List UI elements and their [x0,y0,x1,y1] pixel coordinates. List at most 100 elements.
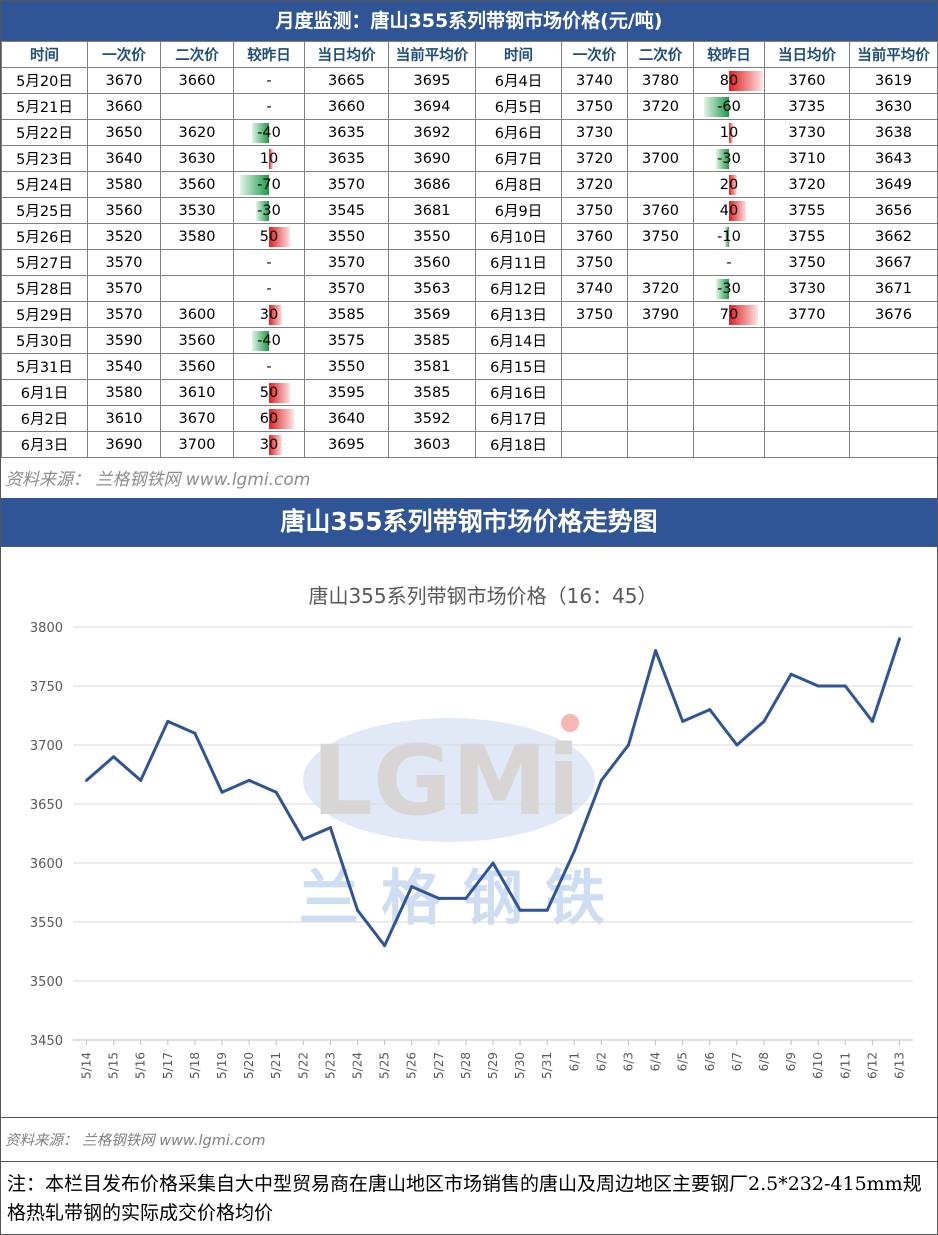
table-row: 5月20日 3670 3660 - 3665 3695 6月4日 3740 3780 80 3760… [1,67,938,94]
change-cell: -30 [233,197,305,224]
running-average-cell: 3671 [849,275,938,302]
change-value: 70 [719,306,739,323]
second-price-cell [627,327,694,354]
first-price-cell: 3560 [87,197,161,224]
second-price-cell: 3760 [627,197,694,224]
date-cell: 6月6日 [475,119,562,146]
data-point [220,790,224,794]
change-cell: 50 [233,379,305,406]
change-value: 40 [719,202,739,219]
second-price-cell [627,379,694,406]
x-tick-label: 6/3 [621,1052,635,1071]
date-cell: 6月13日 [475,301,562,328]
running-average-cell: 3603 [388,431,476,458]
change-cell: -60 [693,93,765,120]
daily-average-cell [764,431,850,458]
change-value: -60 [717,98,741,115]
running-average-cell: 3638 [849,119,938,146]
column-header: 一次价 [87,41,161,68]
daily-average-cell: 3570 [304,171,389,198]
daily-average-cell [764,405,850,432]
change-cell: - [233,67,305,94]
second-price-cell [627,249,694,276]
x-tick-label: 6/13 [892,1052,906,1079]
running-average-cell: 3667 [849,249,938,276]
change-cell: 40 [693,197,765,224]
table-row: 6月3日 3690 3700 30 3695 3603 6月18日 [1,431,938,458]
first-price-cell: 3570 [87,249,161,276]
table-row: 5月24日 3580 3560 -70 3570 3686 6月8日 3720 20 3720 36… [1,171,938,198]
date-cell: 5月24日 [1,171,88,198]
second-price-cell: 3620 [160,119,234,146]
change-cell: -30 [693,275,765,302]
date-cell: 5月23日 [1,145,88,172]
first-price-cell: 3520 [87,223,161,250]
column-header: 当前平均价 [849,41,938,68]
x-tick-label: 6/5 [676,1052,690,1071]
first-price-cell: 3720 [561,145,628,172]
data-point [274,790,278,794]
daily-average-cell: 3710 [764,145,850,172]
daily-average-cell: 3730 [764,119,850,146]
decrease-bar [716,279,729,299]
second-price-cell: 3790 [627,301,694,328]
date-cell: 6月12日 [475,275,562,302]
change-value: - [266,358,272,375]
second-price-cell: 3700 [627,145,694,172]
decrease-bar [252,123,269,143]
decrease-bar [252,331,269,351]
second-price-cell [627,353,694,380]
first-price-cell: 3580 [87,379,161,406]
running-average-cell: 3581 [388,353,476,380]
date-cell: 6月17日 [475,405,562,432]
running-average-cell: 3681 [388,197,476,224]
running-average-cell [849,327,938,354]
date-cell: 5月30日 [1,327,88,354]
change-cell: - [693,249,765,276]
second-price-cell: 3560 [160,327,234,354]
second-price-cell: 3600 [160,301,234,328]
change-cell: -40 [233,119,305,146]
daily-average-cell: 3635 [304,119,389,146]
first-price-cell: 3750 [561,249,628,276]
data-point [843,684,847,688]
first-price-cell: 3570 [87,301,161,328]
x-tick-label: 5/23 [323,1052,337,1079]
change-value: 80 [719,72,739,89]
data-point [897,637,901,641]
change-value: -40 [257,124,281,141]
running-average-cell: 3592 [388,405,476,432]
svg-text:LGMi: LGMi [312,725,580,837]
daily-average-cell: 3755 [764,197,850,224]
source-note-top: 资料来源： 兰格钢铁网 www.lgmi.com [5,470,311,490]
first-price-cell: 3580 [87,171,161,198]
running-average-cell: 3630 [849,93,938,120]
x-tick-label: 5/27 [432,1052,446,1079]
first-price-cell [561,379,628,406]
daily-average-cell: 3595 [304,379,389,406]
running-average-cell: 3585 [388,327,476,354]
increase-bar [729,123,734,143]
daily-average-cell [764,353,850,380]
running-average-cell: 3569 [388,301,476,328]
column-header: 二次价 [160,41,234,68]
table-title: 月度监测：唐山355系列带钢市场价格(元/吨) [1,1,937,41]
change-cell [693,379,765,406]
data-point [518,908,522,912]
date-cell: 5月31日 [1,353,88,380]
increase-bar [729,175,738,195]
data-point [816,684,820,688]
data-point [112,755,116,759]
chart-header: 唐山355系列带钢市场价格走势图 [1,498,937,546]
data-point [870,719,874,723]
date-cell: 6月9日 [475,197,562,224]
running-average-cell: 3692 [388,119,476,146]
running-average-cell: 3643 [849,145,938,172]
daily-average-cell: 3665 [304,67,389,94]
second-price-cell: 3750 [627,223,694,250]
running-average-cell [849,353,938,380]
data-point [626,743,630,747]
second-price-cell: 3700 [160,431,234,458]
change-value: -30 [717,280,741,297]
price-line-chart: LGMi 兰格钢铁 唐山355系列带钢市场价格（16：45） 3450 3500 3… [30,584,913,1079]
